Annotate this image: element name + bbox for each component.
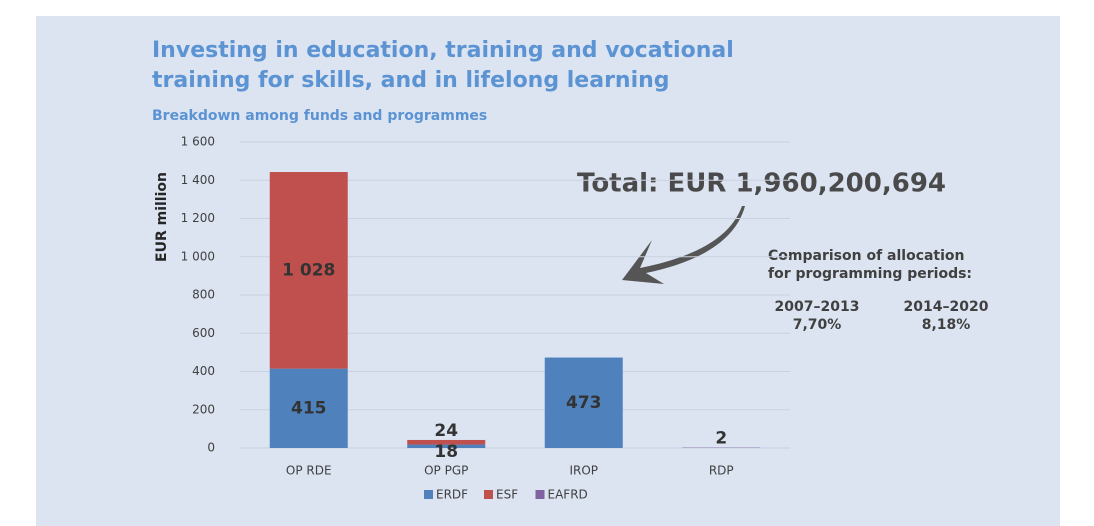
y-axis-label: EUR million bbox=[154, 172, 170, 262]
period-share: 8,18% bbox=[922, 317, 971, 333]
x-tick-label: OP RDE bbox=[286, 464, 332, 478]
legend-swatch bbox=[424, 490, 433, 499]
y-tick-label: 800 bbox=[192, 288, 215, 302]
y-tick-label: 0 bbox=[207, 441, 215, 455]
chart-title: Investing in education, training and voc… bbox=[152, 38, 741, 93]
y-tick-label: 200 bbox=[192, 402, 215, 416]
legend-label: ESF bbox=[496, 488, 518, 502]
data-label: 24 bbox=[434, 421, 458, 441]
comparison-heading: Comparison of allocation bbox=[768, 248, 965, 264]
legend-label: EAFRD bbox=[548, 488, 588, 502]
bar-segment bbox=[269, 368, 348, 448]
period: 2014–2020 bbox=[904, 299, 989, 315]
data-label: 473 bbox=[566, 393, 602, 413]
bar-segment bbox=[269, 172, 348, 369]
y-tick-label: 1 200 bbox=[181, 211, 215, 225]
title-line: Investing in education, training and voc… bbox=[152, 38, 734, 63]
data-label: 18 bbox=[434, 442, 458, 462]
data-label: 415 bbox=[291, 398, 327, 418]
x-tick-label: RDP bbox=[709, 464, 734, 478]
arrow bbox=[622, 206, 745, 284]
period: 2007–2013 bbox=[775, 299, 860, 315]
period-share: 7,70% bbox=[793, 317, 842, 333]
y-tick-label: 600 bbox=[192, 326, 215, 340]
bar-segment bbox=[407, 444, 486, 448]
chart-subtitle: Breakdown among funds and programmes bbox=[152, 108, 487, 124]
bar-segment bbox=[407, 439, 486, 445]
x-tick-label: IROP bbox=[569, 464, 598, 478]
x-tick-label: OP PGP bbox=[424, 464, 468, 478]
legend-swatch bbox=[535, 490, 545, 499]
data-label: 2 bbox=[715, 429, 727, 449]
comparison-heading: for programming periods: bbox=[768, 266, 972, 282]
y-tick-label: 400 bbox=[192, 364, 215, 378]
y-tick-label: 1 000 bbox=[181, 249, 215, 263]
y-tick-label: 1 400 bbox=[181, 173, 215, 187]
data-label: 1 028 bbox=[282, 260, 335, 280]
legend-swatch bbox=[484, 490, 493, 499]
y-tick-label: 1 600 bbox=[181, 135, 215, 149]
title-line: training for skills, and in lifelong lea… bbox=[152, 68, 670, 93]
legend-label: ERDF bbox=[436, 488, 468, 502]
total-annotation: Total: EUR 1,960,200,694 bbox=[577, 169, 946, 199]
bar-segment bbox=[544, 357, 623, 448]
